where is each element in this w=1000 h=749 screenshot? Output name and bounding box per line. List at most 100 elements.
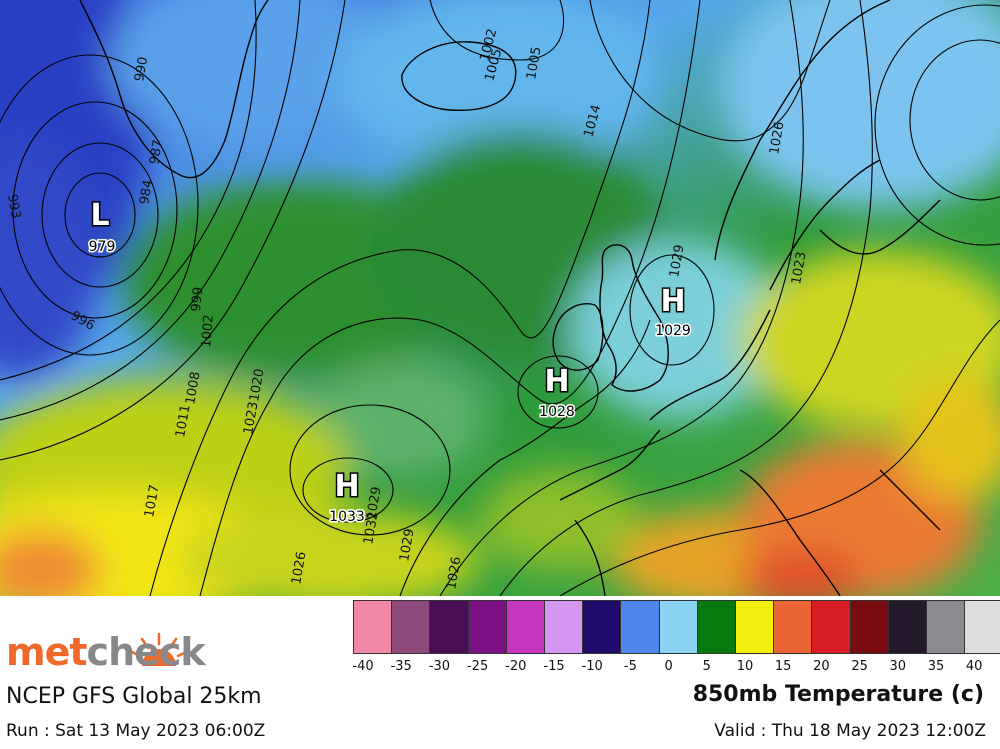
pressure-letter: H bbox=[544, 364, 569, 399]
isobar-high-1030 bbox=[289, 404, 451, 536]
pressure-letter: H bbox=[334, 469, 359, 504]
pressure-high-1028: H 1028 bbox=[538, 363, 577, 422]
isobar-label: 1005 bbox=[524, 45, 545, 80]
legend-label: -30 bbox=[428, 659, 451, 674]
temperature-field bbox=[0, 0, 1000, 596]
isobar-label: 1002 bbox=[199, 314, 217, 348]
isobar-east-1 bbox=[439, 0, 804, 596]
isobar-label: 1011 bbox=[173, 403, 194, 438]
pressure-letter: L bbox=[90, 198, 109, 233]
legend-label: -20 bbox=[505, 659, 527, 674]
isobar-low-7 bbox=[0, 0, 346, 461]
legend-label: 10 bbox=[736, 659, 754, 674]
pressure-value: 979 bbox=[89, 239, 116, 255]
isobar-mid-1 bbox=[149, 0, 651, 596]
pressure-high-1029: H 1029 bbox=[654, 283, 693, 341]
isobar-ne-low-2 bbox=[874, 4, 1000, 246]
valid-time: Valid : Thu 18 May 2023 12:00Z bbox=[714, 721, 986, 741]
isobar-high-1033 bbox=[302, 457, 394, 523]
brand-wordmark: metcheck bbox=[6, 630, 206, 674]
legend-label: 30 bbox=[889, 659, 907, 674]
metcheck-logo: metcheck bbox=[6, 626, 236, 676]
legend-swatch bbox=[735, 600, 775, 654]
legend-label: 15 bbox=[774, 659, 792, 674]
chart-footer: metcheck NCEP GFS Global 25km Run : Sat … bbox=[0, 596, 1000, 749]
isobar-label: 1026 bbox=[289, 550, 310, 585]
isobar-label: 987 bbox=[147, 139, 166, 166]
isobar-label: 1029 bbox=[667, 243, 688, 278]
legend-swatch bbox=[353, 600, 393, 654]
brand-check: check bbox=[86, 630, 206, 674]
isobar-low-2 bbox=[41, 142, 159, 288]
isobar-low-6 bbox=[0, 0, 301, 421]
color-legend: -40 -35 -30 -25 -20 -15 -10 -5 0 5 10 15 20 25 30 35 40 bbox=[352, 600, 1000, 678]
pressure-value: 1028 bbox=[539, 404, 575, 420]
legend-label: 5 bbox=[702, 659, 711, 674]
legend-label: -15 bbox=[543, 659, 565, 674]
legend-swatch bbox=[505, 600, 545, 654]
isobar-label: 1008 bbox=[183, 370, 204, 405]
variable-title: 850mb Temperature (c) bbox=[692, 682, 984, 707]
pressure-high-1033: H 1033 bbox=[328, 468, 367, 527]
run-time: Run : Sat 13 May 2023 06:00Z bbox=[6, 721, 266, 741]
isobar-ne-low-1 bbox=[909, 39, 1000, 201]
isobar-label: 1023 bbox=[241, 400, 262, 435]
isobar-high-1029 bbox=[629, 254, 715, 366]
legend-swatch bbox=[620, 600, 660, 654]
brand-met: met bbox=[6, 630, 88, 674]
isobar-low-3 bbox=[12, 101, 178, 319]
pressure-letter: H bbox=[660, 284, 685, 319]
legend-label: 20 bbox=[813, 659, 830, 674]
britain-coast bbox=[599, 244, 669, 392]
coastlines bbox=[79, 0, 941, 596]
isobar-label: 1026 bbox=[444, 555, 465, 590]
isobar-east-2 bbox=[499, 0, 873, 596]
legend-label: -10 bbox=[581, 659, 603, 674]
legend-swatch bbox=[964, 600, 1000, 654]
isobar-label: 990 bbox=[132, 56, 151, 83]
pressure-value: 1029 bbox=[655, 323, 691, 339]
legend-swatch bbox=[811, 600, 851, 654]
isobar-north-2 bbox=[589, 0, 831, 142]
isobar-high-1028 bbox=[517, 355, 599, 429]
isobar-east-3 bbox=[559, 319, 1000, 596]
scandinavia-coast bbox=[714, 0, 891, 291]
isobar-low-4 bbox=[0, 54, 199, 356]
isobar-north-1 bbox=[429, 0, 565, 61]
sun-icon bbox=[128, 632, 190, 666]
baltic-coast bbox=[819, 199, 941, 255]
isobar-low-1 bbox=[64, 172, 136, 258]
isobar-label: 1020 bbox=[247, 367, 268, 402]
legend-label: 0 bbox=[664, 659, 673, 674]
iceland-coast bbox=[401, 41, 517, 112]
legend-swatch bbox=[658, 600, 698, 654]
isobar-mid-3 bbox=[399, 319, 651, 596]
legend-swatch bbox=[926, 600, 966, 654]
isobar-label: 984 bbox=[137, 179, 156, 206]
isobar-label: 999 bbox=[189, 286, 206, 312]
legend-label: -5 bbox=[623, 659, 637, 674]
isobar-label: 1029 bbox=[397, 527, 418, 562]
continental-coast bbox=[559, 309, 941, 596]
legend-swatch bbox=[582, 600, 622, 654]
isobar-label: 1029 bbox=[364, 485, 385, 520]
legend-label: -25 bbox=[466, 659, 489, 674]
pressure-systems: L 979 H 1033 H 1028 H 1029 bbox=[87, 197, 693, 527]
weather-map: 990 987 984 993 996 999 1002 1005 1008 1… bbox=[0, 0, 1000, 596]
isobar-labels: 990 987 984 993 996 999 1002 1005 1008 1… bbox=[4, 27, 810, 591]
legend-swatch bbox=[773, 600, 813, 654]
isobar-mid-2 bbox=[199, 0, 701, 596]
legend-label: 25 bbox=[851, 659, 868, 674]
pressure-value: 1033 bbox=[329, 509, 365, 525]
isobar-label: 1026 bbox=[767, 120, 788, 155]
isobar-label: 993 bbox=[4, 193, 23, 220]
ireland-coast bbox=[552, 303, 604, 371]
greenland-coast bbox=[79, 0, 269, 179]
legend-label: 40 bbox=[965, 659, 983, 674]
legend-swatch bbox=[696, 600, 736, 654]
isobar-low-5 bbox=[0, 0, 257, 381]
legend-label: -35 bbox=[390, 659, 412, 674]
legend-swatch bbox=[849, 600, 889, 654]
pressure-low-979: L 979 bbox=[87, 197, 117, 257]
isobar-label: 1023 bbox=[789, 250, 810, 285]
